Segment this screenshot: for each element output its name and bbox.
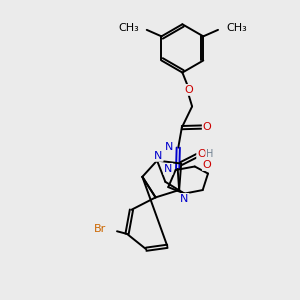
- Text: O: O: [203, 122, 212, 132]
- Text: CH₃: CH₃: [226, 23, 247, 33]
- Text: N: N: [165, 142, 173, 152]
- Text: N: N: [154, 151, 163, 161]
- Text: H: H: [206, 149, 214, 159]
- Text: CH₃: CH₃: [118, 23, 139, 33]
- Text: Br: Br: [94, 224, 106, 234]
- Text: N: N: [180, 194, 189, 204]
- Text: O: O: [184, 85, 193, 95]
- Text: N: N: [164, 164, 172, 174]
- Text: O: O: [197, 149, 206, 159]
- Text: O: O: [203, 160, 212, 170]
